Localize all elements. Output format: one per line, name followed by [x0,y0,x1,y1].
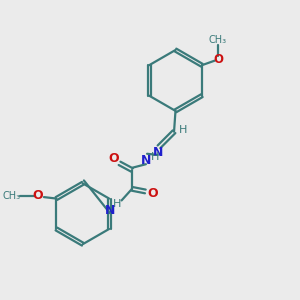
Text: O: O [147,187,158,200]
Text: CH₃: CH₃ [209,35,227,45]
Text: CH₃: CH₃ [3,191,21,201]
Text: H: H [113,200,121,209]
Text: H: H [179,125,188,135]
Text: H: H [150,152,159,162]
Text: N: N [105,204,115,217]
Text: O: O [214,53,224,66]
Text: O: O [109,152,119,166]
Text: O: O [32,189,43,202]
Text: N: N [153,146,163,158]
Text: N: N [141,154,151,167]
